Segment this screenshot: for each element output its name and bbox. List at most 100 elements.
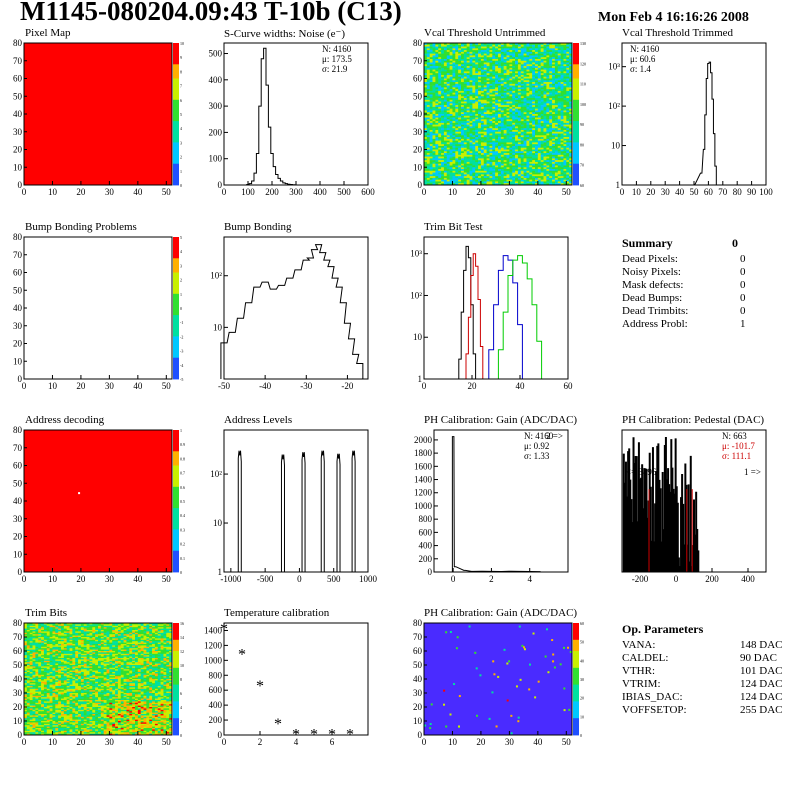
heatmap-cell [492,148,495,150]
heatmap-cell [438,128,441,130]
heatmap-cell [524,107,527,109]
heatmap-cell [455,63,458,65]
y-tick-label: 40 [13,109,23,119]
heatmap-cell [498,91,501,93]
heatmap-cell [441,59,444,61]
heatmap-cell [467,71,470,73]
heatmap-cell [467,105,470,107]
heatmap-cell [430,50,433,52]
heatmap-cell [552,50,555,52]
palette-cell [173,114,179,122]
heatmap-cell [518,167,521,169]
heatmap-cell [544,135,547,137]
heatmap-cell [450,139,453,141]
heatmap-cell [535,125,538,127]
heatmap-cell [501,63,504,65]
heatmap-cell [430,70,433,72]
heatmap-cell [450,86,453,88]
heatmap-cell [561,167,564,169]
heatmap-cell [558,178,561,180]
heatmap-cell [504,47,507,49]
heatmap-cell [546,63,549,65]
heatmap-cell [521,77,524,79]
heatmap-cell [526,57,529,59]
heatmap-cell [475,155,478,157]
heatmap-cell [472,70,475,72]
heatmap-cell [487,73,490,75]
heatmap-cell [464,155,467,157]
heatmap-cell [526,47,529,49]
heatmap-cell [563,119,566,121]
heatmap-cell [541,144,544,146]
heatmap-cell [546,71,549,73]
heatmap-cell [487,165,490,167]
heatmap-cell [498,130,501,132]
y-tick-label: 1600 [414,461,433,471]
heatmap-cell [509,155,512,157]
heatmap-cell [430,167,433,169]
heatmap-cell [532,64,535,66]
heatmap-cell [566,169,569,171]
heatmap-cell [535,70,538,72]
heatmap-cell [487,162,490,164]
heatmap-cell [561,153,564,155]
heatmap-cell [492,160,495,162]
heatmap-cell [472,181,475,183]
palette-cell [173,508,179,515]
heatmap-cell [549,50,552,52]
heatmap-cell [535,109,538,111]
heatmap-cell [532,55,535,57]
heatmap-cell [558,146,561,148]
heatmap-cell [532,82,535,84]
heatmap-cell [447,50,450,52]
heatmap-cell [498,114,501,116]
heatmap-cell [492,47,495,49]
heatmap-cell [535,134,538,136]
heatmap-cell [509,118,512,120]
heatmap-cell [430,153,433,155]
heatmap-cell [461,93,464,95]
heatmap-cell [484,167,487,169]
heatmap-cell [481,61,484,63]
palette-tick-label: -2 [180,334,183,339]
heatmap-cell [512,91,515,93]
heatmap-cell [427,135,430,137]
heatmap-cell [521,139,524,141]
heatmap-cell [541,59,544,61]
heatmap-cell [558,142,561,144]
heatmap-cell [529,151,532,153]
heatmap-cell [472,119,475,121]
heatmap-cell [544,114,547,116]
palette-cell [173,251,179,259]
heatmap-cell [535,150,538,152]
heatmap-cell [566,57,569,59]
heatmap-cell [464,123,467,125]
heatmap-cell [532,126,535,128]
heatmap-cell [526,71,529,73]
heatmap-cell [549,105,552,107]
heatmap-cell [427,100,430,102]
heatmap-cell [507,134,510,136]
heatmap-cell [532,116,535,118]
heatmap-cell [515,118,518,120]
heatmap-cell [544,102,547,104]
heatmap-cell [478,151,481,153]
heatmap-cell [464,52,467,54]
heatmap-cell [541,167,544,169]
heatmap-cell [435,158,438,160]
heatmap-cell [518,142,521,144]
heatmap-cell [427,141,430,143]
heatmap-cell [458,70,461,72]
heatmap-cell [475,178,478,180]
heatmap-cell [481,96,484,98]
heatmap-cell [561,79,564,81]
heatmap-cell [464,180,467,182]
heatmap-cell [438,130,441,132]
heatmap-cell [555,174,558,176]
heatmap-cell [532,119,535,121]
heatmap-cell [470,142,473,144]
heatmap-cell [464,55,467,57]
heatmap-cell [504,84,507,86]
